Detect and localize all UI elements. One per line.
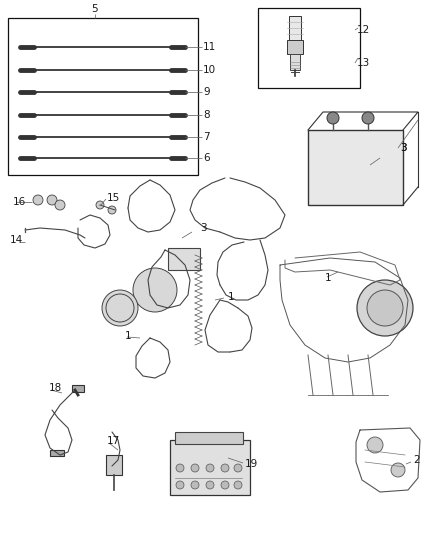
Text: 8: 8 (203, 110, 210, 120)
Text: 6: 6 (203, 153, 210, 163)
Circle shape (106, 294, 134, 322)
Bar (168, 248, 200, 270)
Circle shape (206, 464, 214, 472)
Circle shape (33, 195, 43, 205)
Text: 19: 19 (245, 459, 258, 469)
Circle shape (191, 481, 199, 489)
Circle shape (367, 290, 403, 326)
Bar (170, 440, 250, 495)
Text: 7: 7 (203, 132, 210, 142)
Circle shape (176, 464, 184, 472)
Bar (289, 16, 301, 44)
Circle shape (221, 464, 229, 472)
Circle shape (234, 481, 242, 489)
Text: 3: 3 (400, 143, 406, 153)
Circle shape (191, 464, 199, 472)
Circle shape (96, 201, 104, 209)
Circle shape (357, 280, 413, 336)
Text: 1: 1 (228, 292, 235, 302)
Text: 3: 3 (400, 143, 406, 153)
Text: 17: 17 (107, 436, 120, 446)
Circle shape (367, 437, 383, 453)
Text: 13: 13 (357, 58, 370, 68)
Bar (290, 54, 300, 70)
Text: 15: 15 (107, 193, 120, 203)
Text: 11: 11 (203, 42, 216, 52)
Text: 10: 10 (203, 65, 216, 75)
Circle shape (221, 481, 229, 489)
Circle shape (133, 268, 177, 312)
Circle shape (362, 112, 374, 124)
Text: 2: 2 (413, 455, 420, 465)
Text: 16: 16 (13, 197, 26, 207)
Text: 5: 5 (92, 4, 98, 14)
Circle shape (391, 463, 405, 477)
Text: 12: 12 (357, 25, 370, 35)
Bar (106, 455, 122, 475)
Text: 1: 1 (325, 273, 332, 283)
Circle shape (47, 195, 57, 205)
Circle shape (102, 290, 138, 326)
Bar (72, 385, 84, 392)
Bar (287, 40, 303, 54)
Circle shape (55, 200, 65, 210)
Bar (258, 8, 360, 88)
Text: 3: 3 (200, 223, 207, 233)
Bar (175, 432, 243, 444)
Circle shape (327, 112, 339, 124)
Bar (50, 450, 64, 456)
Text: 18: 18 (49, 383, 62, 393)
Text: 14: 14 (10, 235, 23, 245)
Text: 1: 1 (125, 331, 132, 341)
Circle shape (206, 481, 214, 489)
Bar (308, 130, 403, 205)
Circle shape (234, 464, 242, 472)
Text: 9: 9 (203, 87, 210, 97)
Circle shape (176, 481, 184, 489)
Bar (8, 18, 198, 175)
Circle shape (108, 206, 116, 214)
